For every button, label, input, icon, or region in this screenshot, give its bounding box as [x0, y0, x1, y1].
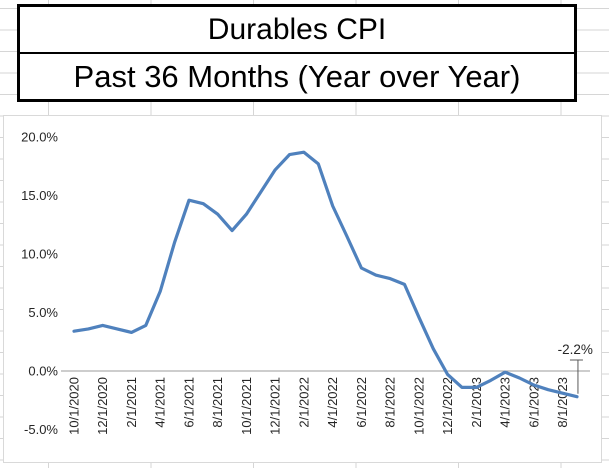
x-axis-tick-label: 12/1/2022: [440, 377, 455, 435]
x-axis-tick-label: 12/1/2021: [268, 377, 283, 435]
y-axis-tick-label: -5.0%: [24, 422, 58, 437]
x-axis-tick-label: 6/1/2022: [354, 377, 369, 428]
x-axis-tick-label: 4/1/2023: [498, 377, 513, 428]
x-axis-tick-label: 12/1/2020: [95, 377, 110, 435]
y-axis-tick-label: 20.0%: [21, 130, 58, 145]
x-axis-tick-label: 2/1/2023: [469, 377, 484, 428]
last-point-data-label: -2.2%: [558, 342, 593, 357]
x-axis-tick-label: 8/1/2023: [555, 377, 570, 428]
cpi-series-line: [72, 150, 579, 399]
chart-canvas: 20.0% 15.0% 10.0% 5.0% 0.0% -5.0% 10/1/2020 12/…: [21, 130, 593, 438]
x-axis-tick-label: 10/1/2021: [239, 377, 254, 435]
x-axis-tick-label: 2/1/2021: [124, 377, 139, 428]
y-axis-tick-label: 0.0%: [28, 364, 58, 379]
x-axis-tick-label: 10/1/2020: [67, 377, 82, 435]
y-axis-tick-label: 15.0%: [21, 188, 58, 203]
x-axis-tick-label: 4/1/2021: [153, 377, 168, 428]
x-axis-tick-label: 8/1/2021: [210, 377, 225, 428]
line-chart[interactable]: 20.0% 15.0% 10.0% 5.0% 0.0% -5.0% 10/1/2020 12/…: [3, 115, 602, 463]
last-point-leader-line: [569, 359, 583, 394]
y-axis-tick-label: 5.0%: [28, 305, 58, 320]
x-axis-tick-label: 4/1/2022: [325, 377, 340, 428]
x-axis-tick-label: 10/1/2022: [411, 377, 426, 435]
y-axis-tick-label: 10.0%: [21, 247, 58, 262]
chart-title: Durables CPI: [20, 7, 574, 54]
x-axis-tick-label: 6/1/2021: [181, 377, 196, 428]
x-axis-tick-label: 8/1/2022: [383, 377, 398, 428]
x-axis-tick-label: 2/1/2022: [296, 377, 311, 428]
x-axis-tick-label: 6/1/2023: [526, 377, 541, 428]
chart-subtitle: Past 36 Months (Year over Year): [73, 58, 521, 94]
chart-title-box: Durables CPI Past 36 Months (Year over Y…: [17, 4, 577, 102]
